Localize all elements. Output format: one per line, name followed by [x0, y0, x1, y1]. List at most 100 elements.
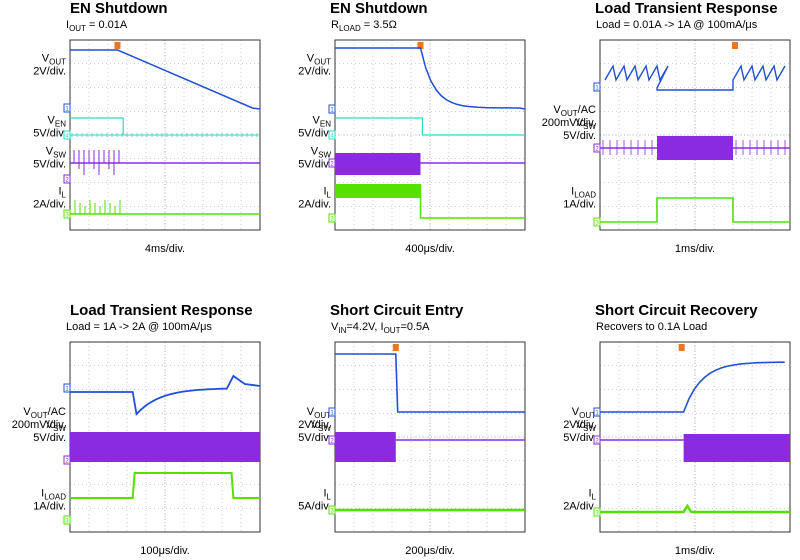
channel-scale: 200mV/div.: [12, 419, 66, 431]
channel-scale: 2A/div.: [563, 501, 596, 513]
channel-marker: [328, 104, 336, 114]
channel-marker: [593, 82, 601, 92]
channel-marker-label: 3: [595, 221, 599, 227]
trace-vout: [335, 353, 525, 413]
channel-marker-label: 1: [595, 411, 599, 417]
channel-marker-label: 1: [65, 387, 69, 393]
channel-scale: 5V/div.: [563, 432, 596, 444]
trigger-marker: [678, 344, 685, 351]
channel-scale: 1A/div.: [563, 199, 596, 211]
channel-marker: [63, 174, 71, 184]
trace-vout: [335, 47, 526, 110]
trace-il: [600, 503, 790, 514]
channel-marker: [328, 407, 336, 417]
panel-4-traces: 1 2 3: [63, 374, 261, 525]
trace-ven: [70, 117, 124, 135]
channel-scale: 2V/div.: [33, 66, 66, 78]
timebase-label: 200μs/div.: [405, 545, 455, 557]
trace-il: [419, 184, 525, 219]
channel-scale: 2A/div.: [33, 199, 66, 211]
channel-marker-label: 2: [330, 162, 334, 168]
panel-1-traces: 1 4 2 3: [63, 42, 261, 219]
trigger-marker: [114, 42, 121, 49]
panel-2: EN Shutdown RLOAD = 3.5Ω 400μs/div. VOUT2V/…: [298, 0, 526, 255]
channel-marker: [593, 143, 601, 153]
channel-scale: 2A/div.: [298, 199, 331, 211]
channel-name: IL: [323, 488, 331, 502]
channel-marker: [328, 130, 336, 140]
trace-vsw-switching: [657, 136, 733, 160]
channel-marker-label: 4: [65, 134, 69, 140]
channel-scale: 2V/div.: [563, 419, 596, 431]
panel-subtitle: IOUT = 0.01A: [66, 19, 128, 33]
panel-subtitle: VIN=4.2V, IOUT=0.5A: [331, 321, 430, 335]
channel-marker-label: 2: [65, 178, 69, 184]
channel-marker-label: 2: [65, 459, 69, 465]
channel-scale: 5V/div.: [33, 127, 66, 139]
panel-6: Short Circuit Recovery Recovers to 0.1A L…: [563, 302, 791, 557]
channel-scale: 5V/div.: [298, 432, 331, 444]
panel-title: EN Shutdown: [330, 0, 428, 17]
channel-name: ILOAD: [41, 488, 66, 502]
channel-marker: [63, 383, 71, 393]
trigger-marker: [732, 42, 738, 49]
channel-marker: [328, 435, 336, 445]
panel-title: EN Shutdown: [70, 0, 168, 17]
panel-3-traces: 1 2 3: [593, 42, 790, 227]
channel-marker-label: 1: [330, 411, 334, 417]
channel-name: IL: [323, 186, 331, 200]
timebase-label: 1ms/div.: [675, 243, 715, 255]
trace-vsw-switching: [683, 434, 790, 462]
channel-name: VSW: [576, 117, 597, 131]
channel-marker: [63, 455, 71, 465]
trace-il-ripple: [335, 184, 421, 198]
channel-marker-label: 1: [65, 107, 69, 113]
channel-marker-label: 1: [595, 86, 599, 92]
trace-vsw-switching: [335, 432, 396, 462]
panel-5-traces: 1 2 3: [328, 344, 525, 515]
channel-marker-label: 2: [330, 439, 334, 445]
channel-name: VOUT: [42, 53, 66, 67]
channel-marker-label: 3: [330, 509, 334, 515]
panel-subtitle: Load = 1A -> 2A @ 100mA/μs: [66, 321, 212, 333]
channel-name: VSW: [46, 419, 67, 433]
trace-vout: [600, 361, 785, 413]
scope-frame: [599, 39, 791, 231]
channel-name: VEN: [48, 114, 67, 128]
channel-scale: 5V/div.: [298, 127, 331, 139]
channel-scale: 5V/div.: [298, 159, 331, 171]
timebase-label: 400μs/div.: [405, 243, 455, 255]
channel-marker: [328, 158, 336, 168]
channel-marker-label: 3: [65, 519, 69, 525]
trace-iload: [70, 472, 260, 499]
panel-title: Short Circuit Recovery: [595, 302, 758, 319]
channel-marker-label: 1: [330, 108, 334, 114]
panel-subtitle: Recovers to 0.1A Load: [596, 321, 707, 333]
channel-marker: [328, 213, 336, 223]
channel-name: VOUT: [307, 406, 331, 420]
channel-marker: [63, 103, 71, 113]
panel-2-traces: 1 4 2 3: [328, 42, 526, 223]
channel-scale: 2V/div.: [298, 66, 331, 78]
channel-name: VOUT: [572, 406, 596, 420]
channel-name: VSW: [46, 146, 67, 160]
channel-marker-label: 2: [595, 147, 599, 153]
panel-6-traces: 1 2 3: [593, 344, 790, 517]
panel-subtitle: Load = 0.01A -> 1A @ 100mA/μs: [596, 19, 758, 31]
trace-ven: [335, 117, 525, 136]
trigger-marker: [392, 344, 399, 351]
channel-marker: [593, 217, 601, 227]
channel-name: VOUT/AC: [553, 104, 596, 118]
channel-name: VSW: [576, 419, 597, 433]
channel-marker-label: 3: [330, 217, 334, 223]
channel-marker: [328, 505, 336, 515]
panel-title: Load Transient Response: [70, 302, 253, 319]
channel-marker: [593, 507, 601, 517]
channel-name: ILOAD: [571, 186, 596, 200]
channel-marker-label: 4: [330, 134, 334, 140]
panel-subtitle: RLOAD = 3.5Ω: [331, 19, 397, 33]
channel-name: IL: [58, 186, 66, 200]
panel-1: EN Shutdown IOUT = 0.01A 4ms/div. VOUT2V/di…: [33, 0, 261, 255]
channel-marker: [593, 435, 601, 445]
